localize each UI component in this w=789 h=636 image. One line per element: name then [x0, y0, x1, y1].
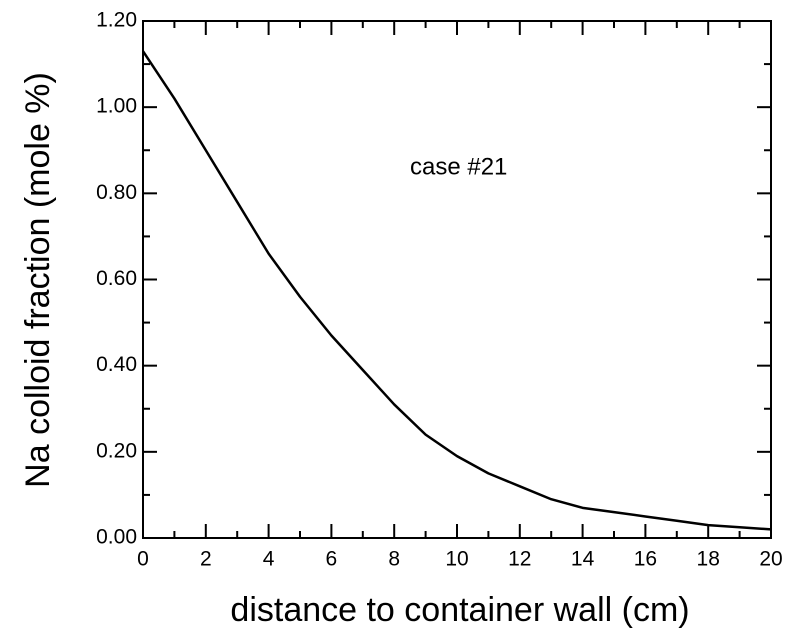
- y-tick-label: 0.20: [96, 439, 137, 462]
- x-tick-label: 8: [388, 548, 400, 571]
- x-tick-label: 10: [445, 548, 468, 571]
- x-tick-label: 2: [200, 548, 212, 571]
- data-line: [141, 50, 772, 531]
- y-tick-label: 0.80: [96, 181, 137, 204]
- y-tick-label: 1.20: [96, 9, 137, 32]
- x-tick-label: 12: [508, 548, 531, 571]
- y-tick-label: 1.00: [96, 95, 137, 118]
- y-tick-label: 0.00: [96, 526, 137, 549]
- x-tick-label: 14: [571, 548, 595, 571]
- x-tick-label: 20: [759, 548, 782, 571]
- y-axis-label: Na colloid fraction (mole %): [19, 72, 57, 488]
- x-tick-label: 16: [634, 548, 657, 571]
- annotation: case #21: [410, 153, 507, 180]
- x-tick-label: 6: [326, 548, 338, 571]
- plot-frame: [142, 20, 772, 539]
- y-tick-label: 0.40: [96, 353, 137, 376]
- x-tick-label: 0: [137, 548, 149, 571]
- y-tick-label: 0.60: [96, 267, 137, 290]
- x-axis-label: distance to container wall (cm): [230, 591, 689, 629]
- x-tick-label: 18: [697, 548, 720, 571]
- x-tick-label: 4: [263, 548, 275, 571]
